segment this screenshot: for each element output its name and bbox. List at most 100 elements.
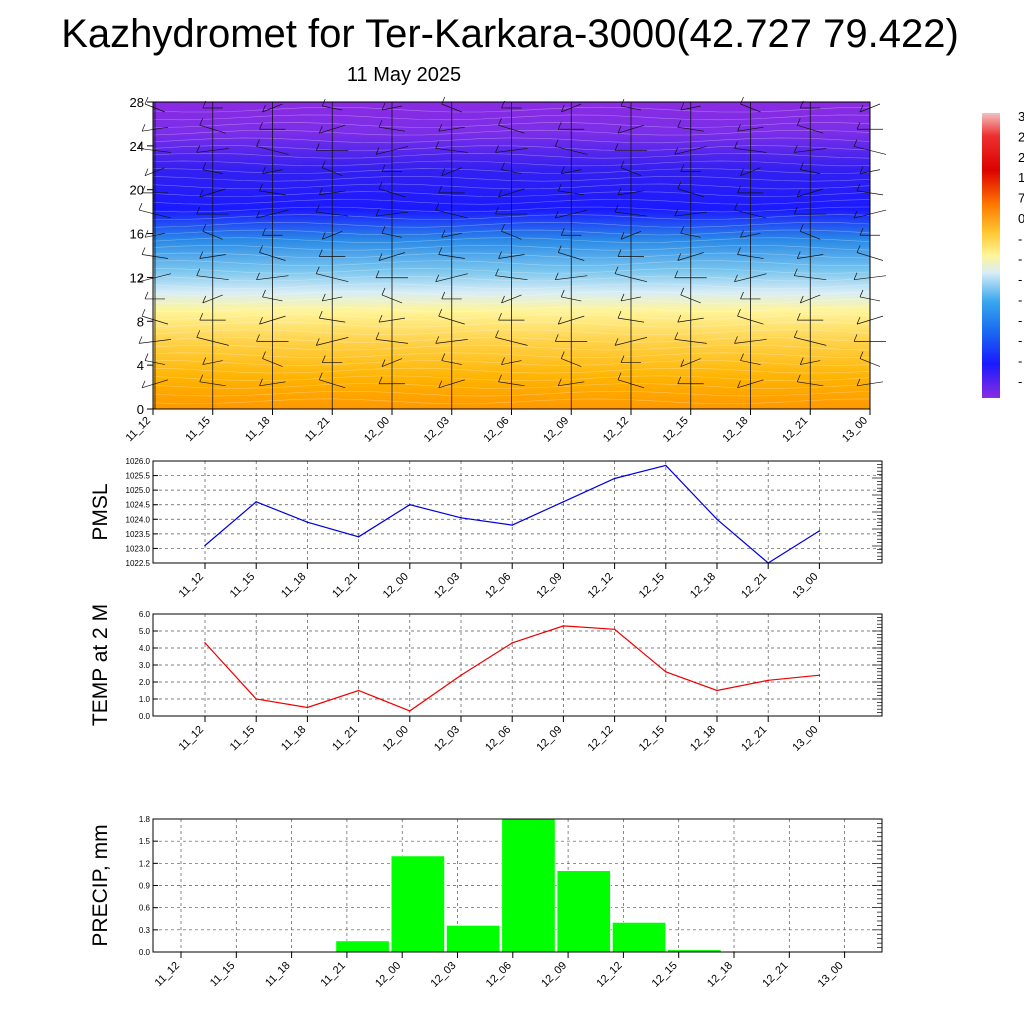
- wind-barb-flag: [799, 295, 804, 304]
- wind-barb-flag: [734, 336, 738, 344]
- wind-barb-flag: [375, 332, 380, 340]
- x-tick-label: 12_00: [381, 571, 411, 601]
- colorbar-label: 2: [1018, 129, 1024, 144]
- data-point: [613, 477, 616, 480]
- x-tick-label: 11_21: [303, 415, 333, 445]
- wind-barb-flag: [318, 126, 323, 134]
- y-tick-label: 2.0: [139, 678, 151, 687]
- wind-barb-flag: [796, 189, 801, 197]
- x-tick-label: 12_06: [483, 571, 513, 601]
- wind-barb-flag: [495, 268, 499, 276]
- wind-barb-flag: [144, 291, 149, 300]
- wind-barb-flag: [262, 104, 266, 113]
- colorbar: 3 2 2 1 7 0 - - - - - - - -: [982, 109, 1024, 398]
- y-tick-label: 0.0: [139, 712, 151, 721]
- data-point: [409, 503, 411, 506]
- data-point: [460, 517, 462, 519]
- data-point: [255, 501, 257, 503]
- wind-barb-flag: [138, 336, 143, 344]
- wind-barb-flag: [856, 122, 861, 130]
- wind-barb-flag: [259, 378, 263, 386]
- wind-barb-flag: [680, 359, 685, 367]
- colorbar-gradient: [982, 113, 1000, 398]
- x-tick-label: 12_09: [534, 724, 564, 754]
- wind-barb-flag: [256, 139, 260, 147]
- wind-barb-flag: [737, 247, 741, 255]
- wind-barb-flag: [617, 249, 622, 257]
- x-tick-label: 12_06: [482, 415, 512, 445]
- wind-barb-flag: [560, 289, 565, 298]
- wind-barb-flag: [793, 268, 798, 276]
- colorbar-label: -: [1018, 292, 1022, 307]
- wind-barb-flag: [138, 141, 143, 149]
- x-tick-label: 13_00: [840, 415, 870, 445]
- wind-barb-flag: [620, 293, 625, 302]
- wind-barb-flag: [560, 104, 565, 113]
- wind-barb-flag: [381, 226, 386, 234]
- wind-barb-flag: [617, 187, 622, 195]
- wind-barb-flag: [680, 102, 685, 111]
- wind-barb-flag: [196, 206, 201, 215]
- wind-barb-flag: [196, 268, 201, 276]
- data-point: [613, 628, 616, 631]
- wind-barb-flag: [315, 338, 320, 346]
- colorbar-label: 7: [1018, 191, 1024, 206]
- data-point: [511, 524, 513, 526]
- wind-barb-flag: [262, 166, 266, 174]
- wind-barb-flag: [620, 355, 625, 363]
- wind-barb-flag: [495, 206, 499, 215]
- wind-barb-flag: [560, 166, 565, 174]
- wind-barb-flag: [796, 118, 801, 126]
- wind-barb-flag: [144, 168, 149, 176]
- y-tick-label: 1024.0: [126, 515, 151, 524]
- wind-barb-flag: [498, 313, 502, 321]
- data-point: [306, 521, 309, 523]
- x-tick-label: 12_00: [373, 960, 403, 990]
- wind-barb-flag: [498, 118, 502, 126]
- wind-barb-flag: [677, 376, 682, 384]
- y-tick-label: 1.5: [139, 837, 151, 846]
- wind-barb-flag: [859, 166, 864, 174]
- x-tick-label: 12_21: [780, 415, 810, 445]
- wind-barb-flag: [501, 295, 505, 304]
- wind-barb-flag: [677, 253, 682, 261]
- wind-barb-flag: [202, 295, 207, 304]
- x-tick-label: 12_15: [650, 960, 680, 990]
- colorbar-label: 3: [1018, 109, 1024, 124]
- wind-barb-flag: [680, 164, 685, 172]
- precip-panel: 0.0 0.3 0.6 0.9 1.2 1.5 1.8 11_12 11_15 11_18 11_2…: [89, 815, 883, 990]
- wind-barb-flag: [256, 334, 260, 342]
- wind-barb-flag: [141, 185, 146, 193]
- y-tick-label: 0.9: [139, 882, 151, 891]
- wind-barb-flag: [617, 311, 622, 319]
- wind-barb-flag: [859, 289, 864, 298]
- wind-barb-flag: [196, 145, 201, 153]
- wind-barb-flag: [856, 317, 861, 325]
- wind-barb-flag: [495, 145, 499, 153]
- wind-barb-flag: [498, 374, 502, 382]
- data-point: [818, 530, 821, 532]
- wind-barb-flag: [378, 376, 383, 384]
- data-point: [716, 689, 718, 692]
- wind-barb-flag: [799, 357, 804, 365]
- wind-barb-flag: [438, 247, 443, 255]
- x-tick-label: 12_21: [739, 571, 769, 601]
- wind-barb-flag: [554, 272, 559, 280]
- data-point: [357, 689, 360, 692]
- x-tick-label: 13_00: [790, 724, 820, 754]
- wind-barb-flag: [734, 141, 738, 149]
- data-point: [767, 679, 769, 682]
- colorbar-label: -: [1018, 313, 1022, 328]
- wind-barb-flag: [740, 230, 744, 238]
- wind-barb-flag: [620, 232, 625, 240]
- y-tick-label: 3.0: [139, 661, 151, 670]
- x-tick-label: 12_12: [586, 571, 616, 601]
- wind-barb-flag: [677, 120, 682, 128]
- wind-barb-flag: [202, 224, 207, 232]
- data-point: [511, 642, 513, 644]
- wind-barb-flag: [141, 124, 146, 132]
- wind-barb-flag: [321, 355, 326, 363]
- wind-barb-flag: [740, 353, 744, 361]
- y-axis-label: TEMP at 2 M: [89, 604, 112, 726]
